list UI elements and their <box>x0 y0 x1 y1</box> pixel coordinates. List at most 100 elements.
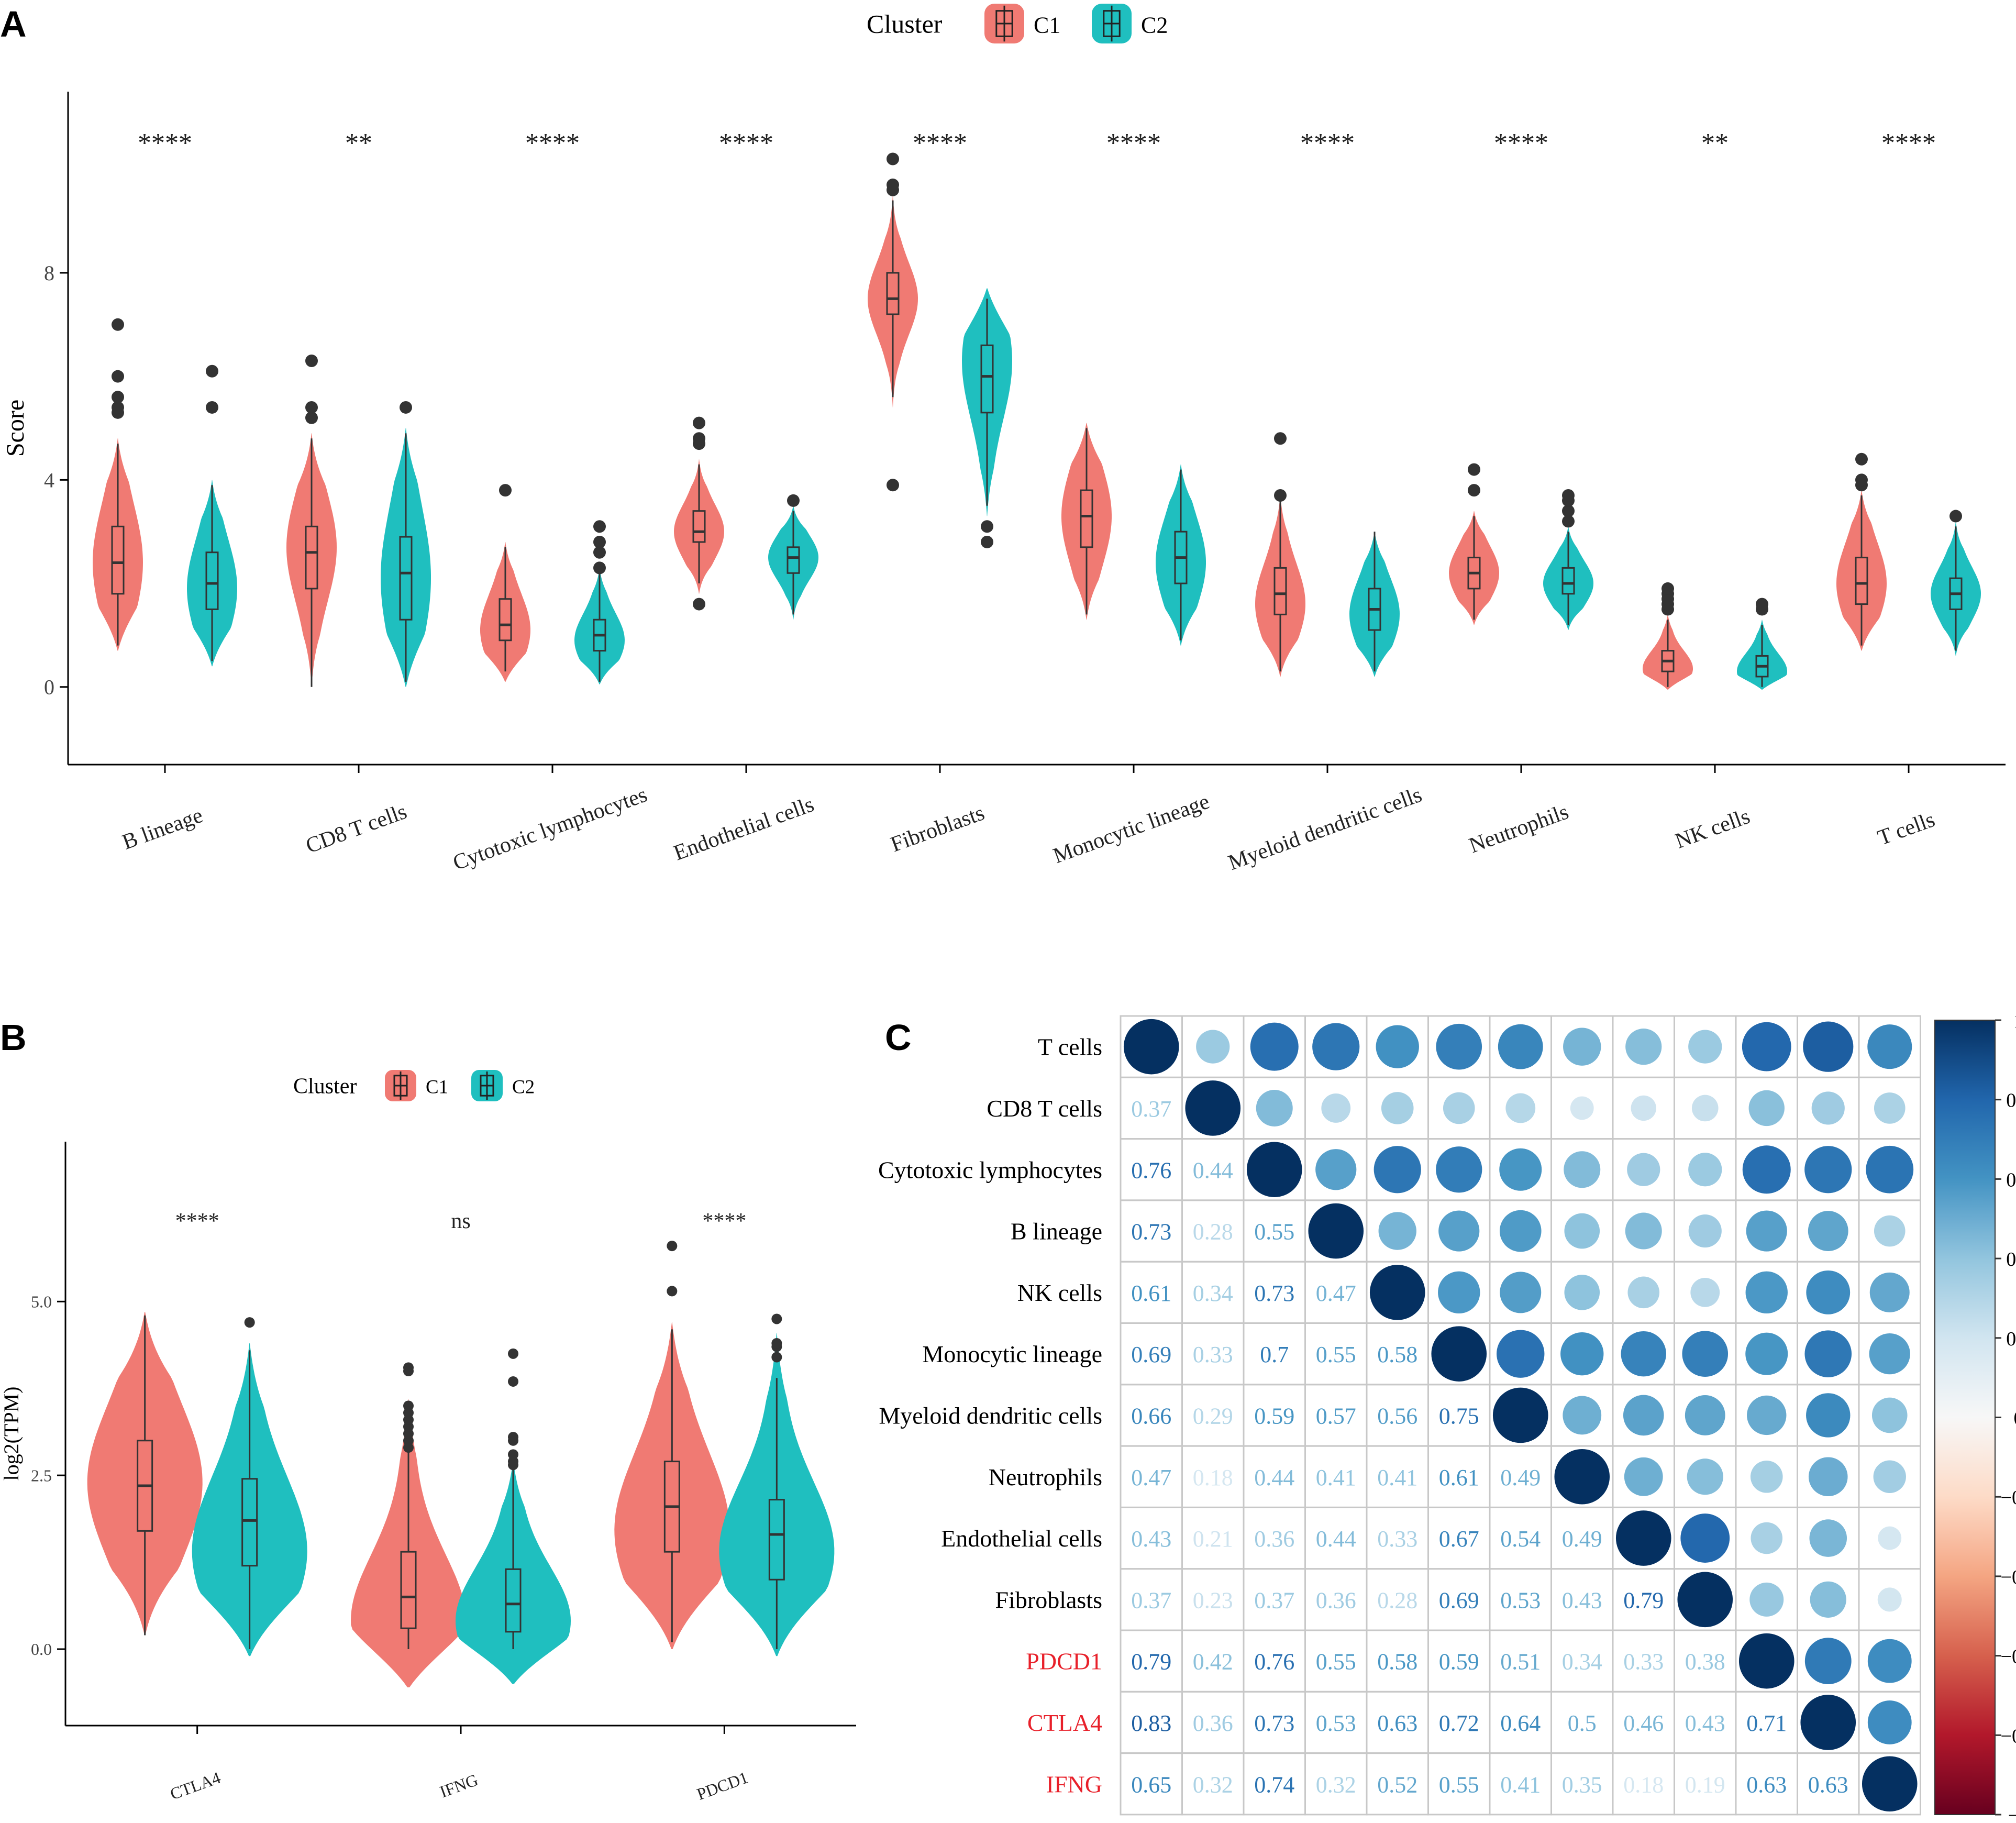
correlation-value: 0.59 <box>1439 1649 1479 1675</box>
colorbar-tick-label: −0.6 <box>2001 1646 2016 1668</box>
correlation-value: 0.7 <box>1260 1342 1289 1367</box>
outlier-point <box>593 520 606 533</box>
x-tick-label: CD8 T cells <box>303 800 410 858</box>
correlation-circle <box>1750 1460 1783 1493</box>
correlation-value: 0.42 <box>1193 1649 1233 1675</box>
correlation-circle <box>1564 1213 1600 1249</box>
y-axis-title: Score <box>2 400 29 457</box>
violin-c2 <box>1543 489 1593 630</box>
box-iqr <box>1855 557 1868 605</box>
correlation-circle <box>1498 1024 1543 1069</box>
correlation-circle <box>1312 1023 1360 1070</box>
box-iqr <box>768 1499 785 1581</box>
correlation-circle <box>1560 1332 1604 1376</box>
correlation-value: 0.37 <box>1131 1587 1171 1613</box>
correlation-circle <box>1866 1145 1914 1194</box>
correlation-circle <box>1625 1029 1662 1065</box>
correlation-circle <box>1687 1459 1723 1495</box>
correlation-value: 0.76 <box>1254 1649 1294 1675</box>
x-tick-label: T cells <box>1875 808 1938 850</box>
row-label: B lineage <box>1011 1218 1102 1245</box>
colorbar-tick-label: 0.2 <box>2006 1328 2016 1350</box>
outlier-point <box>305 355 318 367</box>
correlation-value: 0.51 <box>1500 1649 1541 1675</box>
box-iqr <box>205 551 219 610</box>
box-iqr <box>111 525 125 595</box>
correlation-value: 0.21 <box>1193 1526 1233 1552</box>
correlation-circle <box>1438 1210 1480 1252</box>
outlier-point <box>508 1449 518 1460</box>
correlation-circle <box>1811 1091 1845 1125</box>
correlation-value: 0.69 <box>1131 1342 1171 1367</box>
correlation-circle <box>1806 1393 1851 1438</box>
correlation-value: 0.58 <box>1377 1649 1417 1675</box>
outlier-point <box>593 561 606 574</box>
correlation-value: 0.36 <box>1193 1710 1233 1736</box>
violin-c2 <box>1931 510 1981 656</box>
correlation-value: 0.65 <box>1131 1772 1171 1797</box>
correlation-value: 0.44 <box>1193 1157 1233 1183</box>
correlation-circle <box>1751 1522 1783 1554</box>
outlier-point <box>305 411 318 424</box>
correlation-value: 0.53 <box>1316 1710 1356 1736</box>
outlier-point <box>981 520 993 533</box>
row-label: IFNG <box>1046 1771 1102 1797</box>
correlation-circle <box>1810 1581 1846 1618</box>
box-iqr <box>1561 567 1575 595</box>
correlation-value: 0.36 <box>1316 1587 1356 1613</box>
correlation-circle <box>1862 1756 1918 1812</box>
y-tick-label: 8 <box>44 261 54 285</box>
violin-c1 <box>868 152 918 492</box>
outlier-point <box>1661 582 1674 595</box>
correlation-value: 0.64 <box>1500 1710 1541 1736</box>
correlation-circle <box>1250 1022 1299 1071</box>
correlation-circle <box>1436 1023 1482 1070</box>
correlation-circle <box>1554 1449 1610 1505</box>
panel-b-violin-chart: 0.0 2.5 5.0 log2(TPM) Cluster C1 C2 CTLA4 **** IF… <box>0 1070 856 1804</box>
correlation-circle <box>1631 1095 1656 1121</box>
correlation-circle <box>1747 1395 1787 1435</box>
violin-c2 <box>192 1317 307 1656</box>
correlation-value: 0.53 <box>1500 1587 1541 1613</box>
correlation-circle <box>1867 1024 1912 1069</box>
outlier-point <box>1855 452 1868 466</box>
violin-c2 <box>1737 598 1787 690</box>
correlation-value: 0.74 <box>1254 1772 1294 1797</box>
outlier-point <box>403 1362 414 1373</box>
correlation-value: 0.56 <box>1377 1403 1417 1429</box>
correlation-circle <box>1690 1277 1720 1307</box>
correlation-circle <box>1315 1149 1357 1190</box>
correlation-circle <box>1804 1330 1852 1377</box>
correlation-value: 0.66 <box>1131 1403 1171 1429</box>
violin-c1 <box>614 1241 730 1649</box>
legend-title: Cluster <box>867 9 943 39</box>
correlation-circle <box>1682 1331 1729 1377</box>
violin-c1 <box>93 318 143 651</box>
x-tick-label: Neutrophils <box>1466 800 1572 858</box>
correlation-value: 0.61 <box>1439 1465 1479 1490</box>
y-tick-label: 5.0 <box>31 1292 52 1311</box>
violin-c1 <box>1061 423 1112 620</box>
violin-c2 <box>719 1313 835 1656</box>
row-label: T cells <box>1038 1034 1102 1060</box>
y-axis-title: log2(TPM) <box>0 1387 23 1481</box>
correlation-circle <box>1627 1276 1660 1309</box>
outlier-point <box>771 1352 782 1363</box>
violin-c2 <box>187 364 237 667</box>
outlier-point <box>403 1400 414 1411</box>
correlation-circle <box>1369 1265 1425 1320</box>
correlation-value: 0.37 <box>1254 1587 1294 1613</box>
correlation-circle <box>1688 1153 1722 1187</box>
correlation-circle <box>1809 1519 1847 1557</box>
outlier-point <box>771 1313 782 1324</box>
box-iqr <box>886 272 900 315</box>
correlation-value: 0.29 <box>1193 1403 1233 1429</box>
correlation-circle <box>1869 1333 1910 1375</box>
row-label: Neutrophils <box>989 1464 1102 1490</box>
correlation-circle <box>1871 1397 1908 1433</box>
x-tick-label: Endothelial cells <box>671 792 817 865</box>
correlation-value: 0.44 <box>1254 1465 1294 1490</box>
correlation-circle <box>1691 1095 1719 1122</box>
outlier-point <box>693 432 705 445</box>
significance-label: **** <box>913 128 967 158</box>
